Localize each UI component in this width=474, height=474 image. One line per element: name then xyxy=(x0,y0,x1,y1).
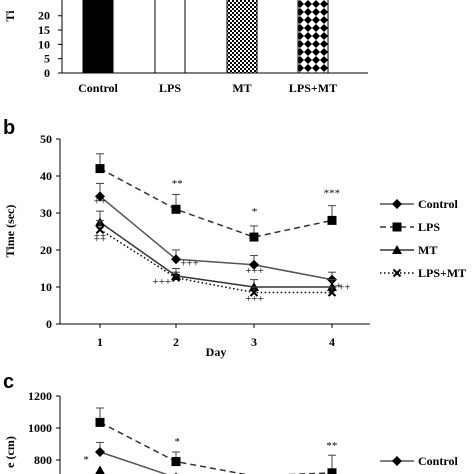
panel-c-significance-mark: ** xyxy=(326,440,337,452)
panel-b-significance-mark: ++ xyxy=(94,230,106,242)
panel-a-xtick-label: Control xyxy=(78,81,118,95)
panel-b-data-point xyxy=(249,288,259,297)
panel-a-xtick-label: MT xyxy=(232,81,251,95)
panel-b-ytick-label: 40 xyxy=(40,169,52,183)
panel-c-ytick-label: 1200 xyxy=(28,389,52,403)
panel-b-series-control xyxy=(95,182,337,285)
panel-a-bar xyxy=(82,0,114,74)
panel-c-legend-label: Control xyxy=(418,454,458,468)
panel-c-data-point xyxy=(95,417,105,427)
panel-c-data-point xyxy=(171,457,181,467)
panel-b-xtick-label: 3 xyxy=(251,335,257,349)
panel-b-data-point xyxy=(249,232,259,242)
panel-b-xlabel: Day xyxy=(206,345,227,359)
panel-b-significance-mark: +++ xyxy=(153,276,172,288)
panel-a-ytick-label: 20 xyxy=(38,9,50,23)
panel-b-data-point xyxy=(171,204,181,214)
panel-b-significance-mark: * xyxy=(252,206,258,218)
panel-b-xtick-label: 1 xyxy=(97,335,103,349)
panel-b-series-line xyxy=(99,221,332,288)
panel-a-bar xyxy=(297,0,329,74)
panel-b-xtick-label: 2 xyxy=(173,335,179,349)
panel-c-series-mt xyxy=(95,465,105,474)
panel-b-significance-mark: + xyxy=(336,280,342,292)
panel-b-data-point xyxy=(327,288,337,297)
panel-b-data-point xyxy=(95,191,105,202)
panel-a-xtick-label: LPS+MT xyxy=(289,81,337,95)
panel-a-ylabel: Ti xyxy=(3,10,17,22)
panel-b-legend-marker xyxy=(392,199,402,209)
panel-c-data-point xyxy=(327,468,337,474)
panel-c-ytick-label: 1000 xyxy=(28,421,52,435)
panel-b-ytick-label: 50 xyxy=(40,132,52,146)
panel-c-ylabel: e (cm) xyxy=(3,436,17,468)
panel-c-series-lps xyxy=(95,407,337,474)
panel-a-ytick-label: 10 xyxy=(38,37,50,51)
panel-c-series-line xyxy=(99,451,168,474)
panel-b-data-point xyxy=(171,254,181,265)
panel-b-legend-marker xyxy=(392,222,402,232)
panel-b-significance-mark: ** xyxy=(172,178,183,190)
panel-b-data-point xyxy=(249,259,259,270)
panel-a-xtick-label: LPS xyxy=(159,81,181,95)
panel-b-xtick-label: 4 xyxy=(329,335,335,349)
panel-b-legend-label: LPS xyxy=(418,220,440,234)
panel-b-series-line xyxy=(99,195,333,281)
panel-b-significance-mark: +++ xyxy=(180,258,199,270)
panel-c-series-line xyxy=(99,421,333,474)
panel-b-ytick-label: 10 xyxy=(40,280,52,294)
panel-b-legend-label: MT xyxy=(418,243,437,257)
panel-b-legend-label: LPS+MT xyxy=(418,266,466,280)
panel-b-ytick-label: 0 xyxy=(46,317,52,331)
panel-b-data-point xyxy=(95,225,105,234)
panel-b-data-point xyxy=(171,273,181,282)
panel-b-significance-mark: +++ xyxy=(332,282,351,294)
panel-c-significance-mark: * xyxy=(83,454,89,466)
panel-b-label: b xyxy=(3,117,15,139)
panel-c-data-point xyxy=(95,465,105,474)
panel-a-bar xyxy=(154,0,186,74)
panel-c-label: c xyxy=(3,371,14,393)
panel-b-significance-mark: +++ xyxy=(245,265,264,277)
panel-b-series-lps xyxy=(95,153,337,242)
panel-b-series-line xyxy=(99,167,333,238)
panel-c-ytick-label: 800 xyxy=(34,453,52,467)
panel-b-legend-label: Control xyxy=(418,197,458,211)
panel-a-ytick-label: 15 xyxy=(38,23,50,37)
panel-b-legend-marker xyxy=(392,268,402,278)
panel-c-series-control xyxy=(95,441,178,474)
panel-b-significance-mark: ++ xyxy=(94,234,106,246)
panel-b-series-line xyxy=(99,229,332,294)
panel-a-ytick-label: 0 xyxy=(44,66,50,80)
panel-b-significance-mark: ++ xyxy=(94,195,106,207)
panel-b-significance-mark: *** xyxy=(324,187,341,199)
panel-b-ylabel: Time (sec) xyxy=(3,205,17,258)
panel-a-ytick-label: 5 xyxy=(44,52,50,66)
panel-c-legend-marker xyxy=(392,456,402,466)
panel-b-legend-marker xyxy=(392,245,402,254)
panel-b-data-point xyxy=(327,215,337,225)
panel-c-data-point xyxy=(95,447,105,457)
panel-b-ytick-label: 20 xyxy=(40,243,52,257)
panel-b-series-lps-plus-mt xyxy=(95,219,337,297)
panel-b-ytick-label: 30 xyxy=(40,206,52,220)
panel-b-significance-mark: +++ xyxy=(245,293,264,305)
panel-b-data-point xyxy=(95,164,105,174)
panel-c-significance-mark: * xyxy=(175,436,181,448)
panel-a-bar xyxy=(226,0,258,74)
